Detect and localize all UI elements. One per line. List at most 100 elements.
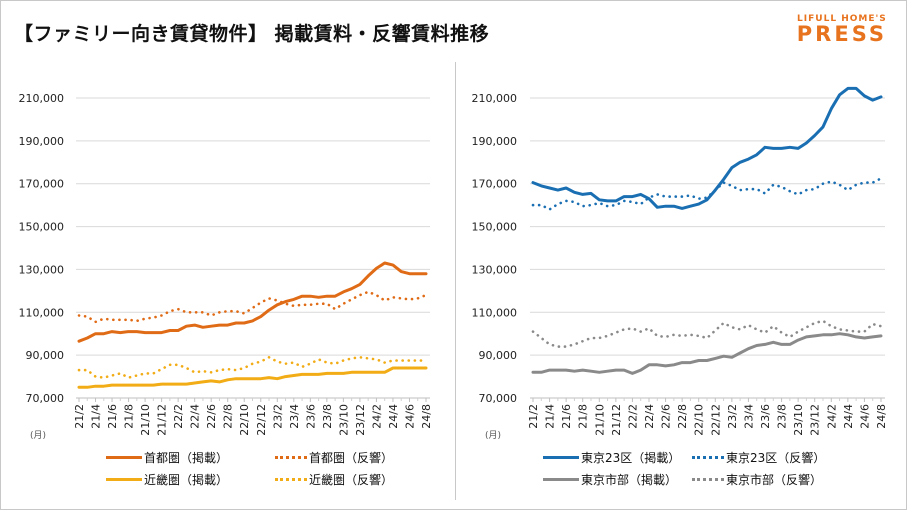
series-line-6 xyxy=(531,332,883,375)
y-tick-label: 90,000 xyxy=(26,349,65,362)
x-tick-label: 21/10 xyxy=(593,404,606,436)
y-tick-label: 210,000 xyxy=(19,92,65,105)
x-axis-unit-label: (月) xyxy=(485,430,501,441)
x-tick-label: 24/6 xyxy=(403,404,416,429)
x-axis-unit-label: (月) xyxy=(30,430,46,441)
x-tick-label: 24/4 xyxy=(842,404,855,429)
series-line-1 xyxy=(77,290,428,324)
legend-label: 近畿圏（反響） xyxy=(309,473,394,487)
series-line-5 xyxy=(531,177,883,211)
y-tick-label: 70,000 xyxy=(479,392,518,405)
panel-divider xyxy=(455,62,456,500)
y-tick-label: 210,000 xyxy=(472,92,518,105)
x-tick-label: 21/4 xyxy=(544,404,557,429)
x-tick-label: 23/10 xyxy=(792,404,805,436)
x-tick-label: 21/6 xyxy=(106,404,119,429)
legend-swatch-solid xyxy=(543,478,579,481)
y-tick-label: 70,000 xyxy=(26,392,65,405)
legend-swatch-dotted xyxy=(275,456,307,459)
x-tick-label: 23/6 xyxy=(759,404,772,429)
legend-item: 首都圏（反響） xyxy=(271,449,393,466)
legend-label: 東京23区（掲載） xyxy=(581,451,681,465)
legend-swatch-solid xyxy=(543,456,579,459)
x-tick-label: 23/12 xyxy=(809,404,822,436)
x-tick-label: 21/8 xyxy=(123,404,136,429)
x-tick-label: 22/4 xyxy=(189,404,202,429)
series-line-0 xyxy=(77,261,428,343)
series-line-2 xyxy=(77,366,428,389)
x-tick-label: 24/2 xyxy=(825,404,838,429)
x-tick-label: 22/8 xyxy=(676,404,689,429)
series-line-3 xyxy=(77,355,428,379)
y-tick-label: 150,000 xyxy=(472,221,518,234)
x-tick-label: 24/8 xyxy=(420,404,433,429)
x-tick-label: 22/10 xyxy=(238,404,251,436)
x-tick-label: 22/12 xyxy=(709,404,722,436)
x-tick-label: 22/10 xyxy=(693,404,706,436)
legend-item: 首都圏（掲載） xyxy=(106,449,228,466)
x-tick-label: 22/6 xyxy=(205,404,218,429)
y-tick-label: 130,000 xyxy=(19,263,65,276)
x-tick-label: 23/4 xyxy=(288,404,301,429)
page-title: 【ファミリー向き賃貸物件】 掲載賃料・反響賃料推移 xyxy=(14,23,490,45)
legend-item: 東京23区（掲載） xyxy=(543,449,680,466)
x-tick-label: 22/8 xyxy=(222,404,235,429)
x-tick-label: 22/2 xyxy=(172,404,185,429)
legend-swatch-dotted xyxy=(692,456,724,459)
x-tick-label: 23/12 xyxy=(354,404,367,436)
y-tick-label: 150,000 xyxy=(19,221,65,234)
logo-line1: LIFULL HOME'S xyxy=(797,14,887,24)
legend-item: 東京23区（反響） xyxy=(688,449,825,466)
x-tick-label: 22/4 xyxy=(643,404,656,429)
y-tick-label: 190,000 xyxy=(19,135,65,148)
y-tick-label: 110,000 xyxy=(19,306,65,319)
x-tick-label: 23/8 xyxy=(321,404,334,429)
brand-logo: LIFULL HOME'S PRESS xyxy=(796,14,887,46)
x-tick-label: 23/10 xyxy=(337,404,350,436)
x-tick-label: 24/8 xyxy=(875,404,888,429)
legend-swatch-solid xyxy=(106,478,142,481)
x-tick-label: 21/8 xyxy=(577,404,590,429)
legend-item: 東京市部（反響） xyxy=(688,471,822,488)
legend-item: 近畿圏（掲載） xyxy=(106,471,228,488)
chart-right: 70,000 90,000 110,000 130,000 150,000 170,000… xyxy=(472,86,888,441)
series-line-4 xyxy=(531,86,883,210)
x-tick-label: 23/8 xyxy=(776,404,789,429)
legend-swatch-solid xyxy=(106,456,142,459)
x-tick-label: 21/12 xyxy=(156,404,169,436)
y-tick-label: 110,000 xyxy=(472,306,518,319)
x-tick-label: 22/6 xyxy=(660,404,673,429)
y-tick-label: 90,000 xyxy=(479,349,518,362)
x-tick-label: 21/10 xyxy=(139,404,152,436)
x-tick-label: 21/6 xyxy=(560,404,573,429)
x-tick-label: 24/6 xyxy=(858,404,871,429)
legend-label: 東京23区（反響） xyxy=(726,451,826,465)
chart-left: 70,000 90,000 110,000 130,000 150,000 170,000… xyxy=(19,92,434,441)
x-tick-label: 23/4 xyxy=(742,404,755,429)
x-tick-label: 21/4 xyxy=(90,404,103,429)
x-tick-label: 24/4 xyxy=(387,404,400,429)
y-tick-label: 170,000 xyxy=(472,178,518,191)
legend-swatch-dotted xyxy=(275,478,307,481)
legend-label: 東京市部（掲載） xyxy=(581,473,678,487)
y-tick-label: 190,000 xyxy=(472,135,518,148)
x-tick-label: 23/2 xyxy=(271,404,284,429)
logo-line2: PRESS xyxy=(796,22,887,46)
x-tick-label: 21/2 xyxy=(527,404,540,429)
legend-item: 近畿圏（反響） xyxy=(271,471,393,488)
y-tick-label: 130,000 xyxy=(472,263,518,276)
legend-label: 近畿圏（掲載） xyxy=(144,473,229,487)
x-tick-label: 23/2 xyxy=(726,404,739,429)
legend-item: 東京市部（掲載） xyxy=(543,471,677,488)
x-tick-label: 21/2 xyxy=(73,404,86,429)
legend-label: 東京市部（反響） xyxy=(726,473,823,487)
x-tick-label: 24/2 xyxy=(370,404,383,429)
x-tick-label: 21/12 xyxy=(610,404,623,436)
x-tick-label: 23/6 xyxy=(304,404,317,429)
x-tick-label: 22/12 xyxy=(255,404,268,436)
y-tick-label: 170,000 xyxy=(19,178,65,191)
legend-swatch-dotted xyxy=(692,478,724,481)
legend-label: 首都圏（掲載） xyxy=(144,451,229,465)
legend-label: 首都圏（反響） xyxy=(309,451,394,465)
x-tick-label: 22/2 xyxy=(626,404,639,429)
